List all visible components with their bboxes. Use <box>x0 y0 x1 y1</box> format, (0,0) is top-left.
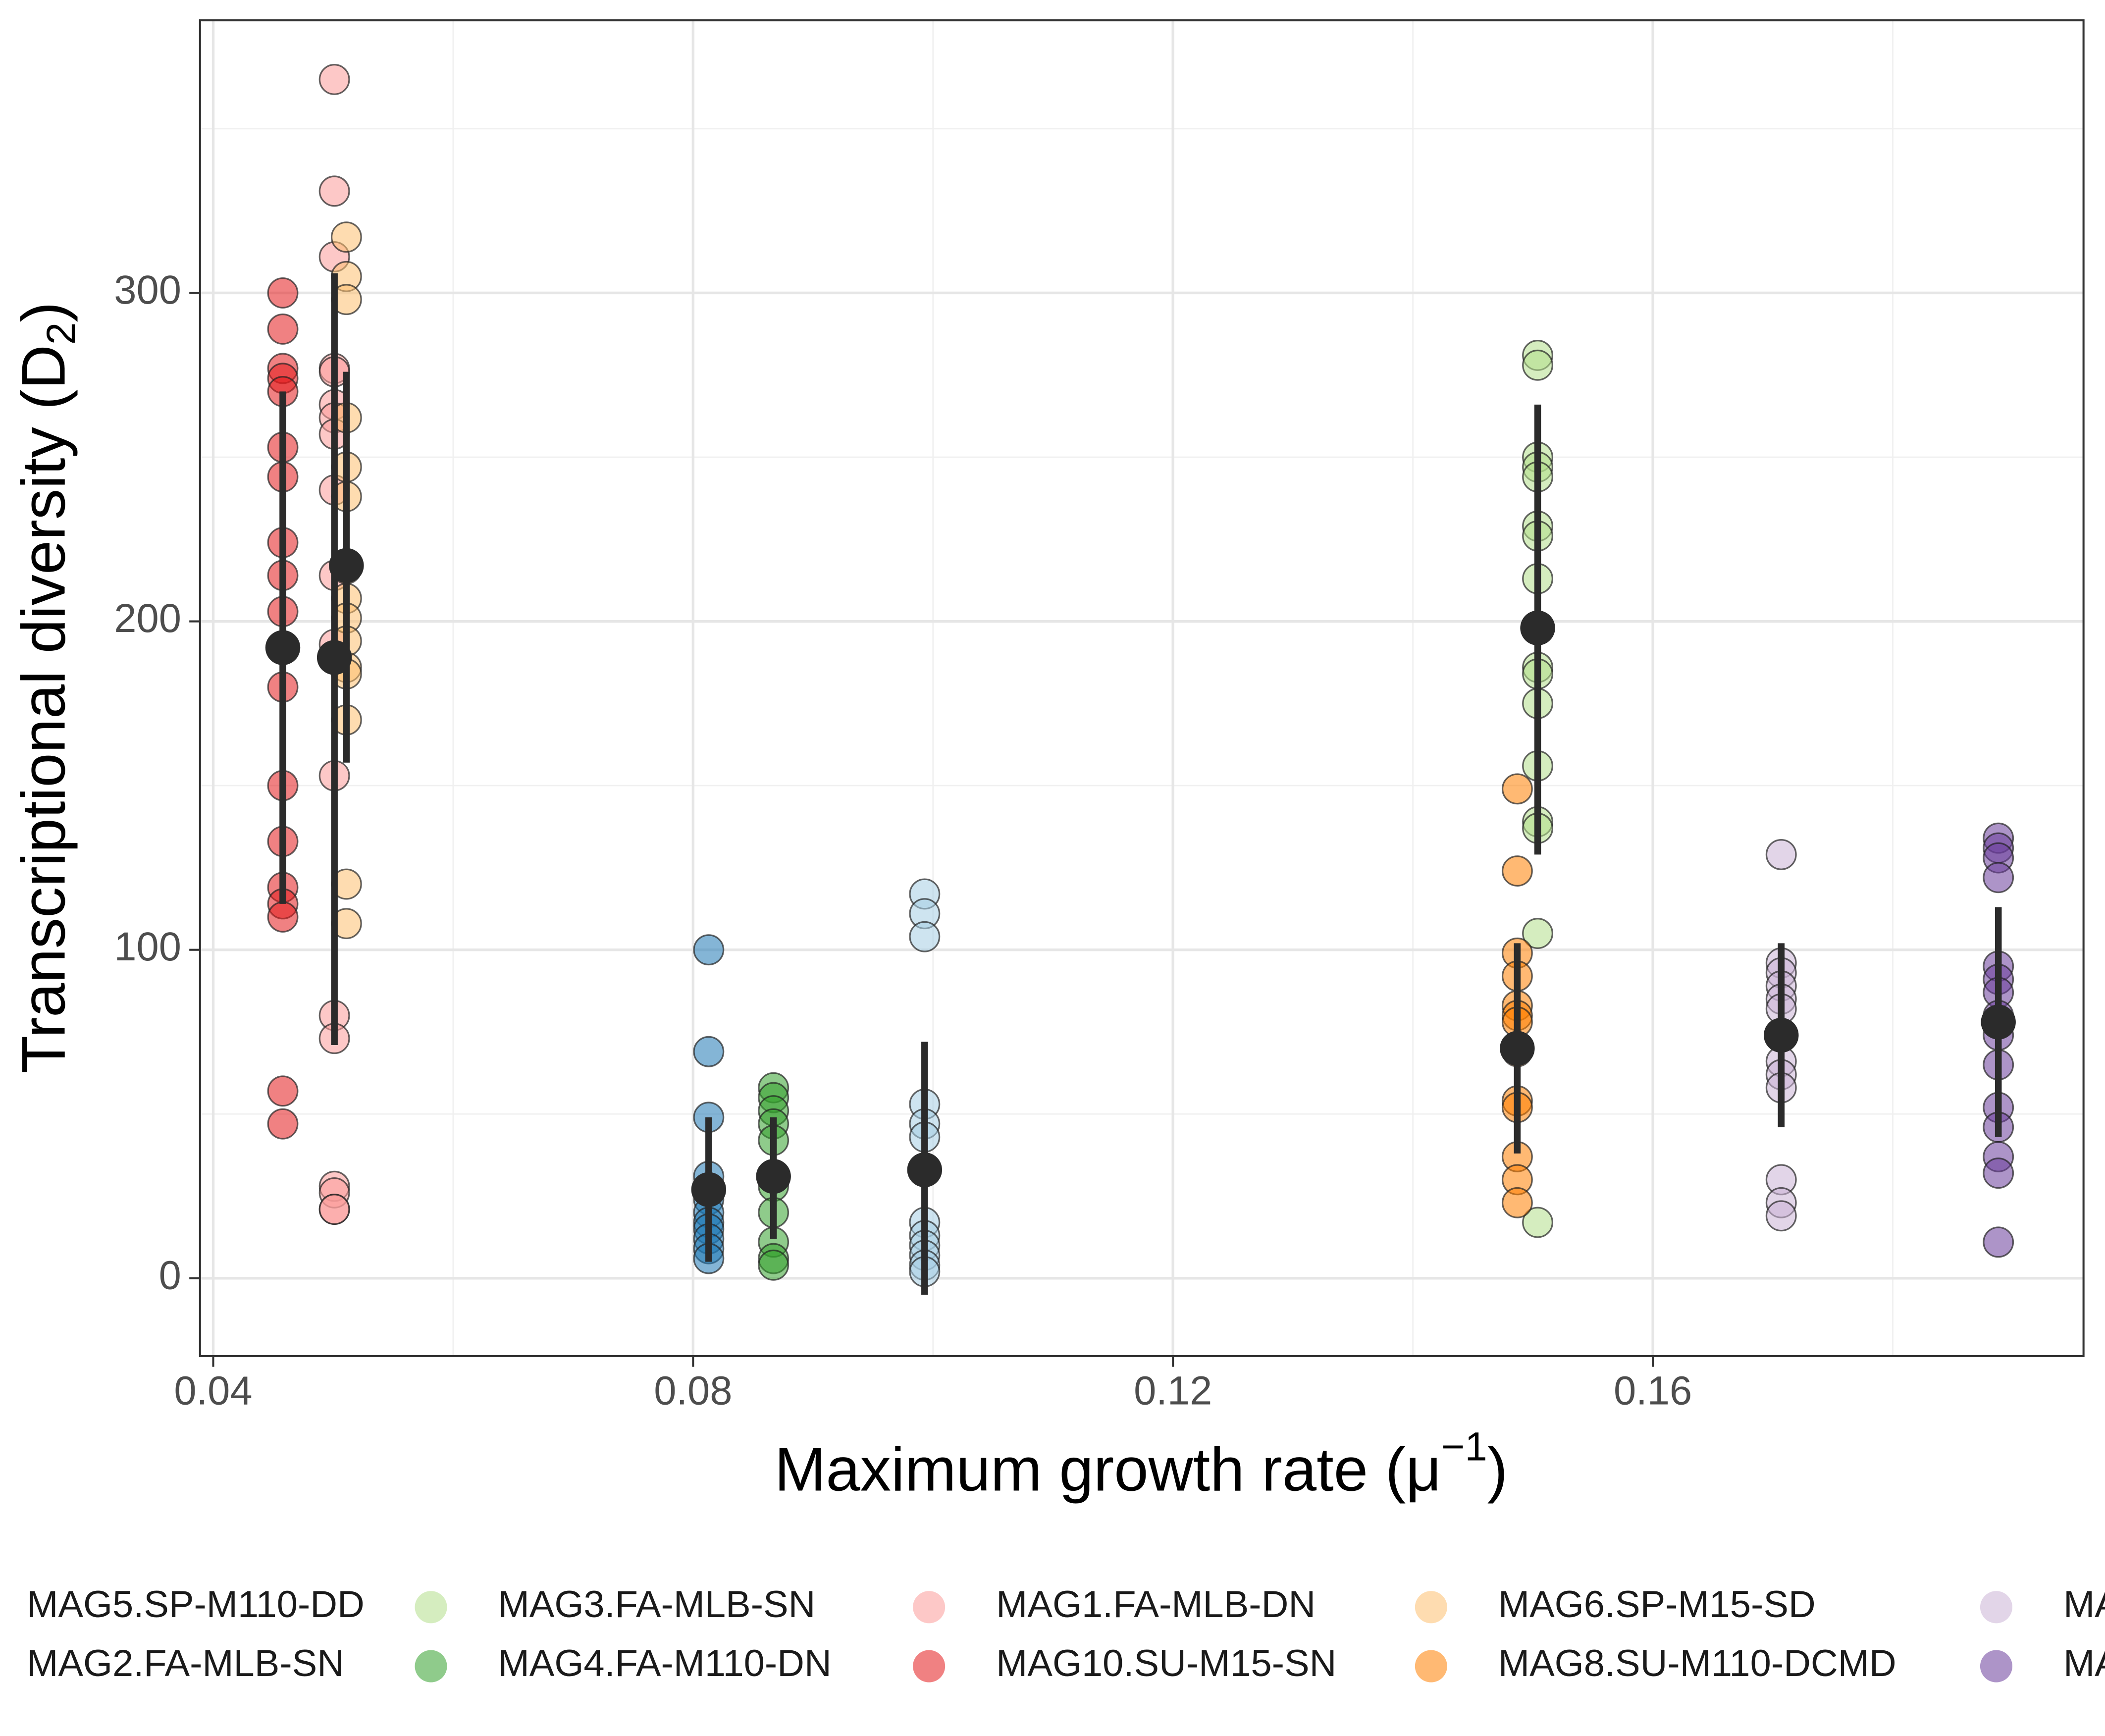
mean-point <box>756 1159 791 1194</box>
legend-symbol <box>913 1591 946 1624</box>
legend-label: MAG3.FA-MLB-SN <box>498 1583 816 1626</box>
legend-label: MAG5.SP-M110-DD <box>27 1583 365 1626</box>
mean-point <box>1500 1031 1535 1066</box>
point <box>1522 918 1553 949</box>
x-tick-label: 0.08 <box>654 1368 732 1413</box>
point <box>267 901 299 933</box>
x-tick-label: 0.12 <box>1134 1368 1212 1413</box>
mean-point <box>1764 1017 1799 1053</box>
legend-label: MAG6.SP-M15-SD <box>1498 1583 1816 1626</box>
legend-label: MAG1.FA-MLB-DN <box>996 1583 1316 1626</box>
legend-symbol <box>415 1591 447 1624</box>
panel-border <box>199 19 2085 1357</box>
legend-symbol <box>1415 1650 1447 1683</box>
point <box>267 1075 299 1107</box>
y-tick-label: 0 <box>159 1253 181 1298</box>
y-tick-label: 200 <box>114 596 181 641</box>
legend-label: MAG10.SU-M15-SN <box>996 1642 1336 1684</box>
point <box>1765 839 1797 870</box>
point <box>1501 773 1533 805</box>
point <box>693 1036 725 1067</box>
point <box>267 1108 299 1140</box>
point <box>758 1249 789 1281</box>
x-axis-title: Maximum growth rate (μ−1) <box>774 1424 1508 1504</box>
legend-label: MAG2.FA-MLB-SN <box>27 1642 344 1684</box>
legend-symbol <box>1980 1650 2012 1683</box>
point <box>267 277 299 309</box>
point <box>267 313 299 345</box>
legend-label: MA <box>2063 1583 2105 1626</box>
x-tick-label: 0.04 <box>174 1368 252 1413</box>
point <box>318 175 350 207</box>
point <box>1765 1200 1797 1232</box>
point <box>1522 349 1553 381</box>
point <box>1501 1187 1533 1218</box>
legend-symbol <box>1415 1591 1447 1624</box>
legend-label: MAG8.SU-M110-DCMD <box>1498 1642 1896 1684</box>
legend-symbol <box>1980 1591 2012 1624</box>
y-axis-title: Transcriptional diversity (D2) <box>9 302 84 1073</box>
point <box>1501 855 1533 887</box>
mean-point <box>907 1152 943 1188</box>
legend-symbol <box>415 1650 447 1683</box>
point <box>1983 1157 2014 1189</box>
mean-point <box>1520 610 1555 646</box>
legend-symbol <box>913 1650 946 1683</box>
point <box>1522 1207 1553 1238</box>
point <box>318 63 350 95</box>
x-tick-label: 0.16 <box>1614 1368 1692 1413</box>
mean-point <box>1981 1004 2016 1040</box>
point <box>1983 862 2014 894</box>
y-tick-label: 100 <box>114 924 181 969</box>
mean-point <box>691 1172 727 1207</box>
point <box>330 221 362 253</box>
point <box>1983 1226 2014 1258</box>
point <box>693 934 725 966</box>
point <box>318 1194 350 1225</box>
mean-point <box>265 630 301 665</box>
legend-label: MA <box>2063 1642 2105 1684</box>
y-tick-label: 300 <box>114 267 181 313</box>
point <box>909 921 941 952</box>
legend-label: MAG4.FA-M110-DN <box>498 1642 832 1684</box>
mean-point <box>329 548 364 583</box>
